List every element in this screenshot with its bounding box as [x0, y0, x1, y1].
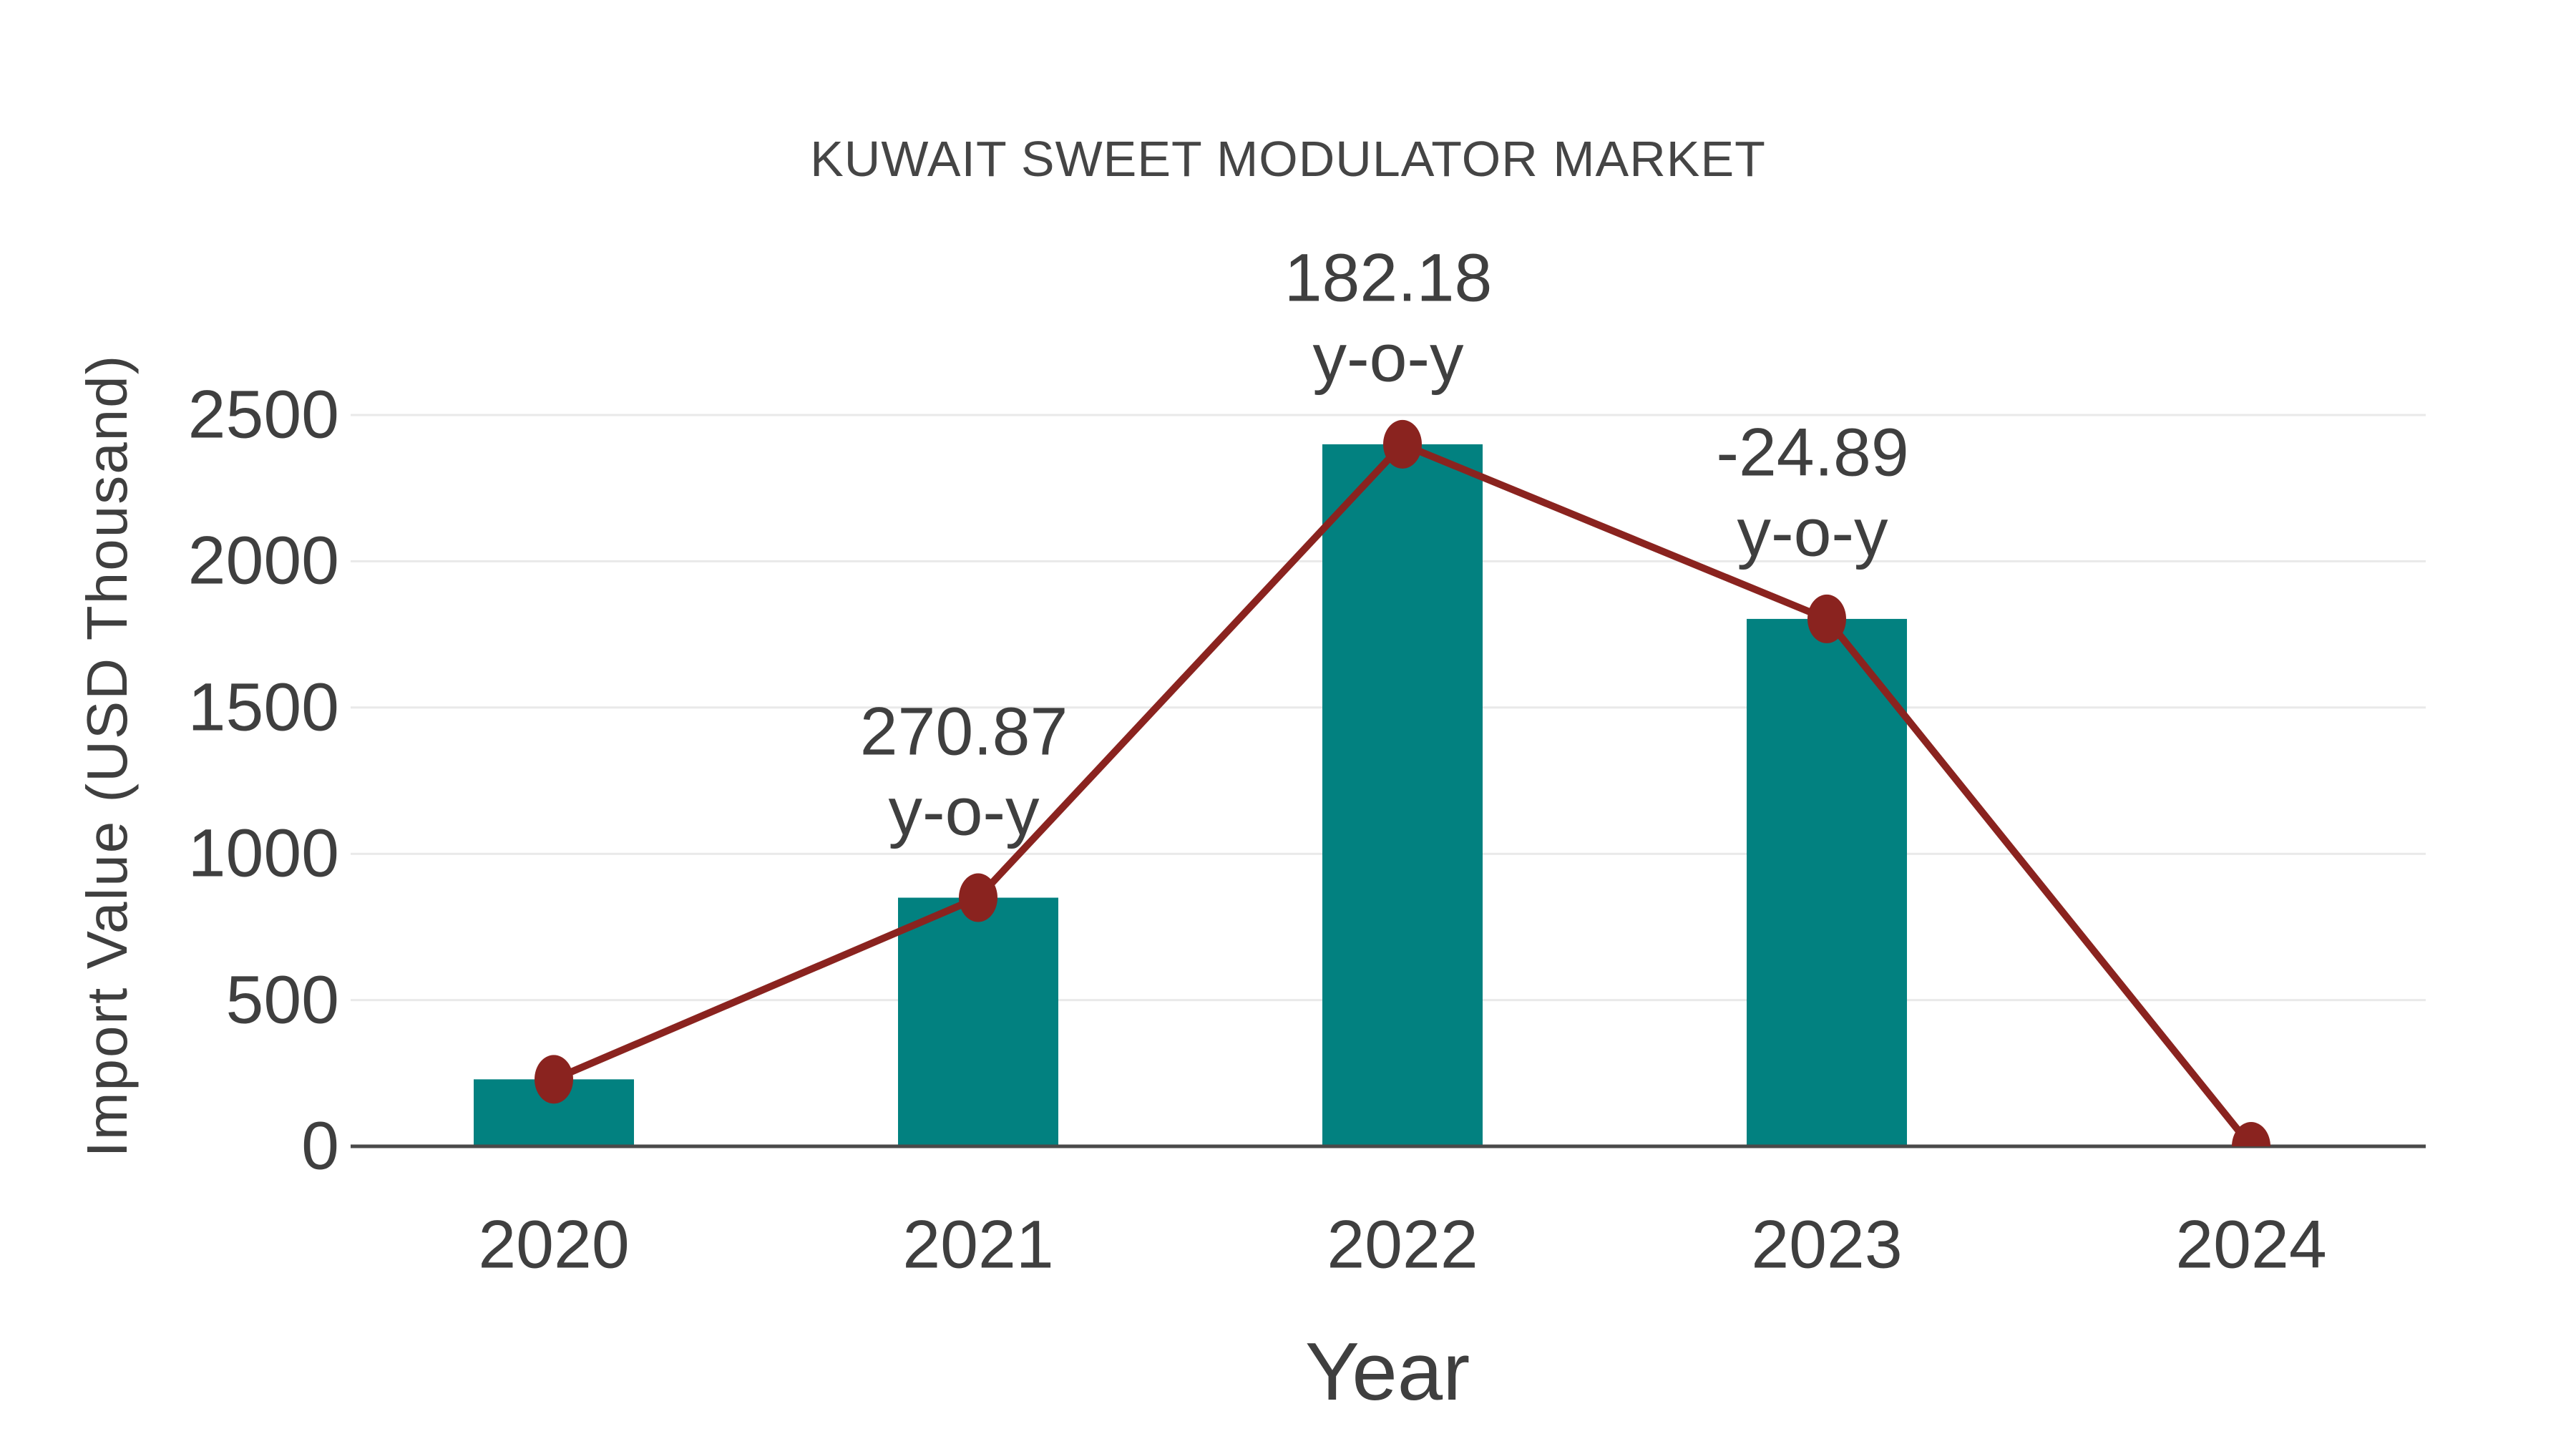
bar-2023	[1747, 618, 1907, 1146]
x-tick-label-2024: 2024	[2175, 1206, 2327, 1283]
x-axis-title: Year	[1304, 1327, 1470, 1418]
x-tick-label-2022: 2022	[1327, 1206, 1478, 1283]
data-point-2023	[1807, 594, 1846, 643]
y-tick-label-1000: 1000	[187, 815, 339, 892]
y-tick-label-1500: 1500	[187, 669, 339, 746]
y-tick-label-2500: 2500	[187, 376, 339, 453]
bar-2021	[898, 897, 1058, 1146]
annotation-value-2021: 270.87	[859, 693, 1068, 770]
y-axis-title: Import Value (USD Thousand)	[75, 353, 139, 1158]
bar-2022	[1322, 444, 1483, 1146]
bars-group	[474, 444, 1907, 1146]
data-point-2020	[535, 1055, 573, 1104]
x-tick-label-2020: 2020	[478, 1206, 630, 1283]
y-tick-label-0: 0	[301, 1108, 339, 1184]
x-tick-label-2023: 2023	[1751, 1206, 1903, 1283]
annotation-suffix-2023: y-o-y	[1737, 494, 1888, 571]
x-tick-label-2021: 2021	[902, 1206, 1054, 1283]
chart-title: KUWAIT SWEET MODULATOR MARKET	[810, 131, 1766, 187]
data-point-2021	[959, 873, 997, 922]
trend-line-group	[535, 419, 2270, 1146]
annotation-suffix-2022: y-o-y	[1312, 320, 1464, 396]
annotation-value-2022: 182.18	[1284, 240, 1493, 316]
y-tick-label-2000: 2000	[187, 522, 339, 599]
y-tick-label-500: 500	[225, 962, 339, 1038]
data-point-2024	[2232, 1122, 2270, 1146]
data-point-2022	[1383, 419, 1422, 469]
annotation-suffix-2021: y-o-y	[888, 774, 1040, 850]
annotation-value-2023: -24.89	[1716, 414, 1909, 491]
